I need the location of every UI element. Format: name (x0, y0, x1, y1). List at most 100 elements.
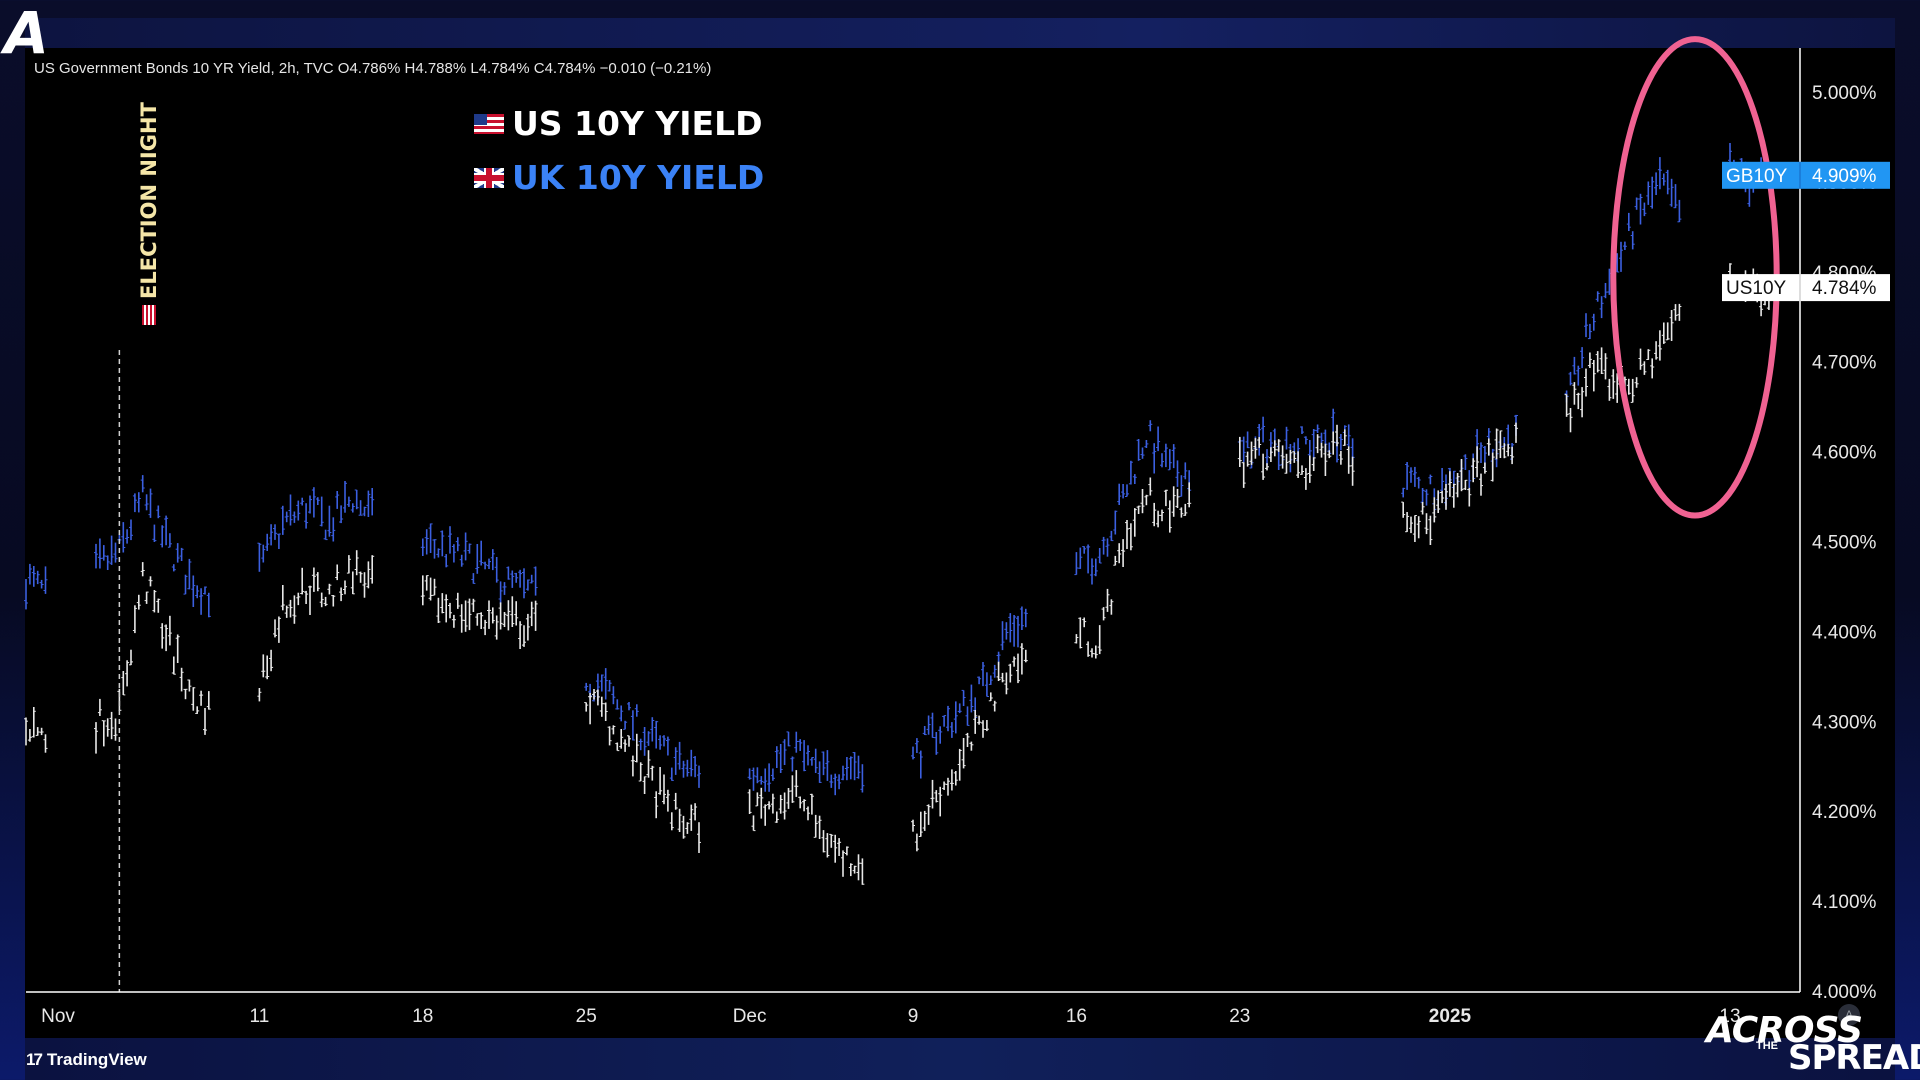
ohlc-bar (152, 524, 157, 542)
price-tag-name: US10Y (1726, 278, 1787, 299)
ohlc-bar (977, 676, 982, 685)
ohlc-bar (529, 601, 534, 627)
ohlc-bar (1109, 530, 1114, 542)
auto-scale-button[interactable]: A (1838, 1004, 1860, 1026)
ohlc-bar (148, 488, 153, 518)
ohlc-bar (1296, 451, 1301, 478)
ohlc-bar (1572, 382, 1577, 405)
ohlc-bar (483, 619, 488, 636)
corner-logo-icon: A (4, 0, 49, 67)
x-tick-label: 18 (412, 1006, 433, 1027)
ohlc-bar (1626, 378, 1631, 395)
ohlc-bar (366, 490, 371, 517)
ohlc-bar (140, 475, 145, 493)
tradingview-attribution[interactable]: 17 TradingView (26, 1050, 147, 1070)
ohlc-bar (949, 769, 954, 791)
ohlc-bar (129, 519, 133, 541)
ohlc-bar (1132, 474, 1137, 484)
ohlc-bar (1677, 303, 1682, 321)
ohlc-bar (346, 496, 351, 507)
price-tag-value: 4.784% (1812, 278, 1877, 299)
ohlc-bar (1303, 468, 1308, 490)
ohlc-bar (463, 600, 468, 632)
ohlc-bar (1074, 634, 1079, 644)
ohlc-bar (953, 701, 958, 734)
x-tick-label: 2025 (1429, 1006, 1472, 1027)
ohlc-bar (304, 503, 309, 529)
ohlc-bar (1591, 313, 1596, 331)
brand-word-the: THE (1756, 1040, 1778, 1052)
ohlc-bar (1187, 482, 1192, 508)
top-banner (25, 18, 1895, 48)
ohlc-bar (1447, 471, 1452, 497)
ohlc-bar (1572, 356, 1577, 375)
ohlc-bar (689, 749, 694, 777)
ohlc-bar (1319, 442, 1324, 458)
ohlc-bar (1300, 426, 1304, 434)
ohlc-bar (961, 738, 966, 769)
ohlc-bar (817, 815, 822, 839)
ohlc-bar (1498, 430, 1503, 458)
ohlc-bar (487, 600, 491, 629)
ohlc-bar (1669, 310, 1674, 341)
ohlc-bar (665, 789, 670, 812)
ohlc-bar (323, 529, 328, 541)
ohlc-bar (619, 729, 624, 749)
ohlc-bar (1638, 193, 1643, 225)
ohlc-bar (315, 497, 320, 505)
ohlc-bar (1144, 494, 1149, 506)
ohlc-bar (1008, 613, 1013, 643)
tradingview-label: TradingView (46, 1050, 147, 1069)
ohlc-bar (634, 704, 639, 717)
ohlc-bar (346, 555, 351, 574)
ohlc-bar (1105, 588, 1110, 612)
ohlc-bar (171, 564, 176, 572)
ohlc-bar (424, 575, 429, 591)
ohlc-bar (806, 745, 810, 766)
ohlc-bar (97, 538, 102, 569)
ohlc-bar (844, 757, 849, 781)
ohlc-bar (693, 756, 698, 778)
ohlc-bar (105, 718, 110, 737)
ohlc-bar (1440, 490, 1445, 504)
ohlc-bar (1311, 429, 1316, 461)
ohlc-bar (424, 529, 429, 555)
ohlc-bar (432, 539, 437, 559)
ohlc-bar (136, 594, 141, 610)
ohlc-bar (1128, 523, 1133, 551)
ohlc-bar (588, 692, 593, 725)
ohlc-bar (1634, 377, 1639, 388)
ohlc-bar (813, 814, 818, 838)
ohlc-bar (763, 804, 768, 826)
ohlc-bar (195, 706, 200, 714)
ohlc-bar (1097, 548, 1102, 564)
ohlc-bar (770, 793, 775, 814)
ohlc-bar (370, 488, 375, 516)
ohlc-bar (1292, 451, 1297, 463)
ohlc-bar (494, 557, 499, 583)
price-tag-value: 4.909% (1812, 166, 1877, 187)
ohlc-bar (175, 543, 180, 563)
ohlc-bar (1634, 197, 1639, 210)
ohlc-bar (988, 692, 993, 702)
ohlc-bar (1113, 510, 1118, 535)
ohlc-bar (1638, 348, 1643, 370)
ohlc-bar (1677, 199, 1682, 223)
ohlc-bar (1428, 474, 1433, 485)
ohlc-bar (132, 493, 137, 513)
ohlc-bar (1665, 169, 1670, 195)
ohlc-bar (440, 530, 445, 557)
ohlc-bar (1444, 484, 1448, 510)
ohlc-bar (156, 598, 161, 613)
ohlc-bar (1405, 512, 1410, 533)
ohlc-bar (650, 765, 655, 781)
ohlc-bar (786, 731, 791, 747)
ohlc-bar (420, 575, 425, 606)
ohlc-bar (942, 781, 947, 790)
ohlc-bar (24, 579, 28, 610)
ohlc-bar (778, 744, 783, 773)
ohlc-bar (101, 545, 106, 561)
ohlc-bar (934, 732, 939, 755)
ohlc-bar (1300, 465, 1304, 475)
